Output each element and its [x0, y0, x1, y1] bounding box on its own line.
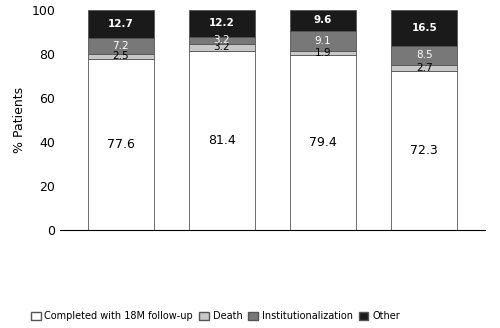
Text: 7.2: 7.2 [112, 41, 129, 51]
Text: 12.2: 12.2 [209, 18, 235, 28]
Bar [88, 38, 154, 53]
Text: 3.2: 3.2 [214, 42, 230, 52]
Bar [392, 65, 457, 71]
Legend: Completed with 18M follow-up, Death, Institutionalization, Other: Completed with 18M follow-up, Death, Ins… [31, 311, 400, 321]
Bar [392, 10, 457, 46]
Text: 72.3: 72.3 [410, 144, 438, 157]
Bar [290, 55, 356, 230]
Text: 3.2: 3.2 [214, 35, 230, 45]
Bar [189, 44, 255, 51]
Text: 1.9: 1.9 [315, 48, 332, 58]
Bar [189, 37, 255, 44]
Bar [88, 59, 154, 230]
Text: 9.6: 9.6 [314, 15, 332, 25]
Text: 8.5: 8.5 [416, 51, 432, 60]
Text: 79.4: 79.4 [309, 136, 337, 149]
Bar [88, 10, 154, 38]
Text: 81.4: 81.4 [208, 133, 236, 147]
Bar [392, 71, 457, 230]
Text: 2.5: 2.5 [112, 51, 129, 61]
Bar [290, 10, 356, 31]
Bar [392, 46, 457, 65]
Y-axis label: % Patients: % Patients [12, 87, 26, 153]
Bar [290, 51, 356, 55]
Bar [88, 53, 154, 59]
Bar [189, 10, 255, 37]
Bar [189, 51, 255, 230]
Bar [290, 31, 356, 51]
Text: 16.5: 16.5 [412, 23, 437, 33]
Text: 12.7: 12.7 [108, 19, 134, 29]
Text: 77.6: 77.6 [107, 138, 134, 151]
Text: 9.1: 9.1 [315, 36, 332, 46]
Text: 2.7: 2.7 [416, 63, 432, 73]
